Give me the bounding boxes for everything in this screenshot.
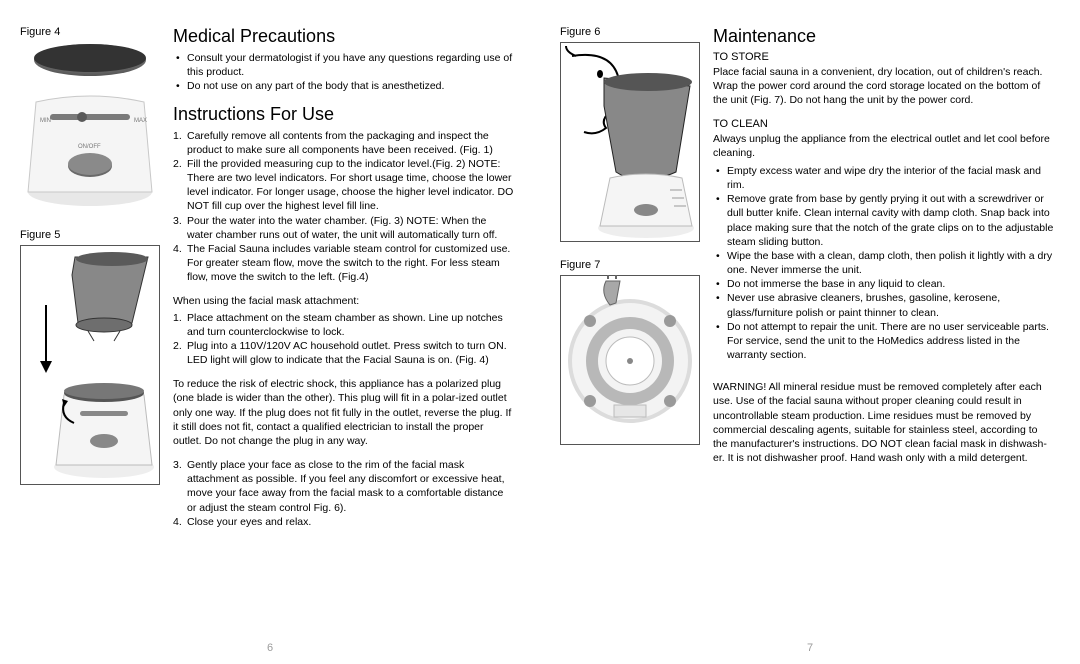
svg-text:ON/OFF: ON/OFF — [78, 144, 101, 150]
to-clean-heading: TO CLEAN — [713, 118, 1054, 130]
figure-6-image — [560, 42, 705, 247]
list-item: 4.The Facial Sauna includes variable ste… — [173, 242, 514, 285]
figure-5-label: Figure 5 — [20, 229, 165, 241]
warning-paragraph: WARNING! All mineral residue must be rem… — [713, 380, 1054, 465]
bullet-item: Remove grate from base by gently prying … — [713, 192, 1054, 249]
list-item: 1.Place attachment on the steam chamber … — [173, 311, 514, 339]
list-item: 3.Pour the water into the water chamber.… — [173, 214, 514, 242]
page-left: Figure 4 MIN MAX — [0, 0, 540, 664]
to-store-heading: TO STORE — [713, 51, 1054, 63]
list-item: 1.Carefully remove all contents from the… — [173, 129, 514, 157]
list-item: 4.Close your eyes and relax. — [173, 515, 514, 529]
bullet-item: Do not attempt to repair the unit. There… — [713, 320, 1054, 363]
medical-precautions-heading: Medical Precautions — [173, 26, 514, 47]
bullet-item: Do not use on any part of the body that … — [173, 79, 514, 93]
page-number-left: 6 — [267, 642, 273, 654]
text-column-left: Medical Precautions Consult your dermato… — [165, 26, 514, 664]
polarized-plug-note: To reduce the risk of electric shock, th… — [173, 377, 514, 448]
figure-column-left: Figure 4 MIN MAX — [20, 26, 165, 664]
bullet-item: Consult your dermatologist if you have a… — [173, 51, 514, 79]
bullet-item: Never use abrasive cleaners, brushes, ga… — [713, 291, 1054, 319]
to-store-body: Place facial sauna in a convenient, dry … — [713, 65, 1054, 108]
bullet-item: Do not immerse the base in any liquid to… — [713, 277, 1054, 291]
clean-bullets: Empty excess water and wipe dry the inte… — [713, 164, 1054, 362]
svg-text:MAX: MAX — [134, 118, 147, 124]
list-item: 3.Gently place your face as close to the… — [173, 458, 514, 515]
page-right: Figure 6 Figure 7 — [540, 0, 1080, 664]
figure-5-image — [20, 245, 165, 490]
figure-6-label: Figure 6 — [560, 26, 705, 38]
figure-4-image: MIN MAX ON/OFF — [20, 42, 165, 217]
bullet-item: Empty excess water and wipe dry the inte… — [713, 164, 1054, 192]
maintenance-heading: Maintenance — [713, 26, 1054, 47]
mask-intro: When using the facial mask attachment: — [173, 294, 514, 308]
text-column-right: Maintenance TO STORE Place facial sauna … — [705, 26, 1054, 664]
list-item: 2.Fill the provided measuring cup to the… — [173, 157, 514, 214]
bullet-item: Wipe the base with a clean, damp cloth, … — [713, 249, 1054, 277]
to-clean-intro: Always unplug the appliance from the ele… — [713, 132, 1054, 160]
mask-steps: 1.Place attachment on the steam chamber … — [173, 311, 514, 368]
instructions-list-1: 1.Carefully remove all contents from the… — [173, 129, 514, 285]
figure-7-label: Figure 7 — [560, 259, 705, 271]
figure-7-image — [560, 275, 705, 450]
svg-text:MIN: MIN — [40, 118, 51, 124]
figure-4-label: Figure 4 — [20, 26, 165, 38]
instructions-list-2: 3.Gently place your face as close to the… — [173, 458, 514, 529]
figure-column-right: Figure 6 Figure 7 — [560, 26, 705, 664]
list-item: 2.Plug into a 110V/120V AC household out… — [173, 339, 514, 367]
page-number-right: 7 — [807, 642, 813, 654]
medical-bullets: Consult your dermatologist if you have a… — [173, 51, 514, 94]
instructions-heading: Instructions For Use — [173, 104, 514, 125]
